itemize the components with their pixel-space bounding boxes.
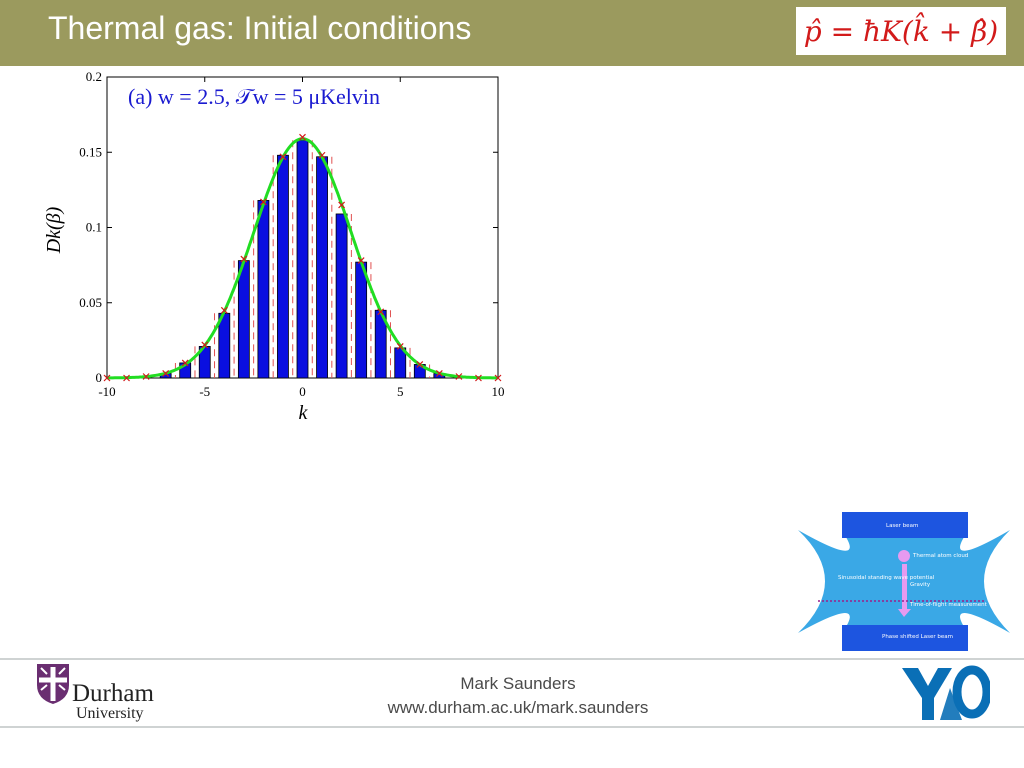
label-gravity: Gravity xyxy=(910,582,931,588)
chart-annotation: (a) w = 2.5, 𝒯w = 5 μKelvin xyxy=(128,84,380,109)
label-time-of-flight: Time-of-flight measurement xyxy=(909,602,988,608)
data-point-marker xyxy=(162,370,170,377)
data-point-marker xyxy=(299,133,306,141)
y-tick-label: 0.15 xyxy=(79,144,102,159)
data-point-marker xyxy=(338,201,346,209)
footer-author: Mark Saunders www.durham.ac.uk/mark.saun… xyxy=(340,672,696,720)
label-laser-beam: Laser beam xyxy=(886,523,918,529)
laser-beam-bottom xyxy=(842,625,968,651)
data-point-marker xyxy=(123,374,130,382)
data-point-marker xyxy=(494,374,502,382)
x-axis-label: k xyxy=(299,402,309,424)
footer-divider-top xyxy=(0,658,1024,660)
experiment-diagram: Laser beam Thermal atom cloud Sinusoidal… xyxy=(798,512,1010,651)
bar xyxy=(277,154,289,379)
data-point-marker xyxy=(259,198,267,206)
header-bar: Thermal gas: Initial conditions p̂ = ħK(… xyxy=(0,0,1024,66)
durham-wordmark: Durham xyxy=(72,680,154,707)
bar xyxy=(257,200,270,379)
gaussian-curve xyxy=(107,137,498,380)
y-tick-label: 0.1 xyxy=(86,220,102,235)
slide-title: Thermal gas: Initial conditions xyxy=(48,10,472,46)
bar xyxy=(355,261,368,379)
y-tick-label: 0.2 xyxy=(86,69,102,84)
data-point-marker xyxy=(416,361,424,368)
label-atom-cloud: Thermal atom cloud xyxy=(912,553,968,559)
author-url[interactable]: www.durham.ac.uk/mark.saunders xyxy=(387,698,649,717)
data-point-marker xyxy=(181,359,189,367)
y-tick-label: 0 xyxy=(96,370,103,385)
data-point-marker xyxy=(357,257,365,265)
x-tick-label: 5 xyxy=(397,384,404,399)
bar xyxy=(296,139,309,379)
data-point-marker xyxy=(377,308,385,316)
bar xyxy=(316,156,328,379)
gravity-arrow-head xyxy=(898,609,911,617)
author-name: Mark Saunders xyxy=(460,674,576,693)
bar xyxy=(335,213,348,379)
data-point-marker xyxy=(103,374,111,382)
x-tick-label: 0 xyxy=(299,384,306,399)
data-point-marker xyxy=(220,306,228,314)
data-point-marker xyxy=(435,370,443,377)
data-point-marker xyxy=(240,255,248,263)
momentum-formula: p̂ = ħK(k̂ + β̂) xyxy=(796,7,1006,55)
footer-divider-bottom xyxy=(0,726,1024,728)
bar xyxy=(218,312,231,379)
label-phase-shifted: Phase shifted Laser beam xyxy=(882,634,953,640)
data-point-marker xyxy=(142,373,150,380)
y-tick-label: 0.05 xyxy=(79,295,102,310)
durham-crest-icon xyxy=(37,664,69,704)
data-point-marker xyxy=(201,341,209,349)
laser-beam-top xyxy=(842,512,968,538)
bar xyxy=(237,260,250,379)
x-tick-label: -10 xyxy=(98,384,115,399)
gravity-arrow-shaft xyxy=(902,564,907,609)
x-tick-label: -5 xyxy=(199,384,210,399)
durham-subtitle: University xyxy=(76,705,144,722)
y-axis-label: Dk(β) xyxy=(43,206,65,254)
label-standing-wave: Sinusoidal standing wave potential xyxy=(838,575,935,581)
data-point-marker xyxy=(475,374,482,382)
atom-cloud-marker xyxy=(898,550,910,562)
data-point-marker xyxy=(279,153,287,161)
data-point-marker xyxy=(396,342,404,350)
yao-logo-icon xyxy=(902,665,990,720)
distribution-chart: (a) w = 2.5, 𝒯w = 5 μKelvin Dk(β) k -10 -… xyxy=(43,69,505,424)
x-tick-label: 10 xyxy=(492,384,505,399)
data-point-marker xyxy=(455,373,463,380)
data-point-marker xyxy=(318,151,326,159)
